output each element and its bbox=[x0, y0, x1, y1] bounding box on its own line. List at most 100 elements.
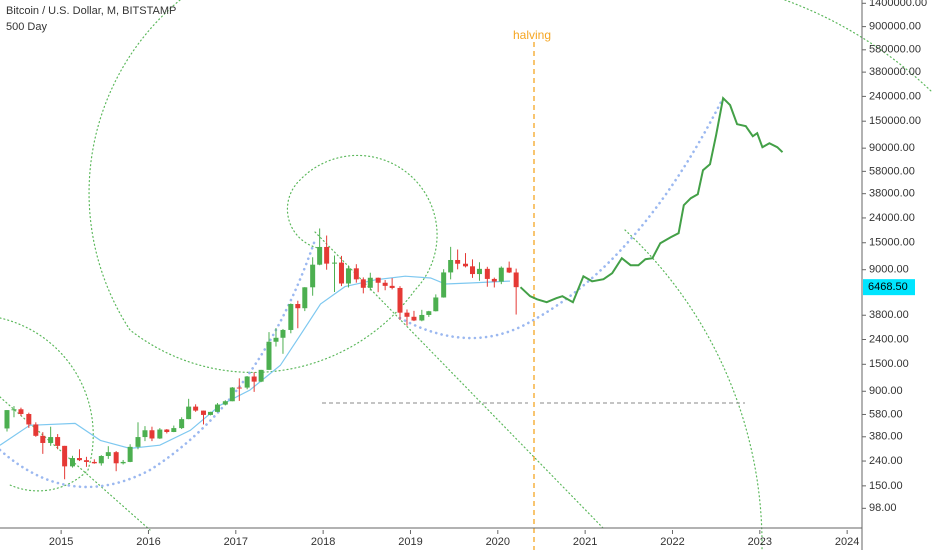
chart-title: Bitcoin / U.S. Dollar, M, BITSTAMP bbox=[6, 5, 176, 17]
candle-body bbox=[448, 259, 454, 273]
candle-body bbox=[266, 341, 272, 370]
candle-body bbox=[127, 446, 133, 462]
y-tick-label: 1400000.00 bbox=[869, 0, 927, 9]
x-tick-label: 2018 bbox=[311, 536, 335, 548]
x-tick-label: 2017 bbox=[224, 536, 248, 548]
candle-body bbox=[317, 246, 323, 265]
candle-body bbox=[244, 376, 250, 388]
indicator-label: 500 Day bbox=[6, 21, 47, 33]
candle-body bbox=[11, 409, 17, 411]
candle-body bbox=[229, 387, 235, 402]
candle-body bbox=[441, 272, 447, 298]
candle-body bbox=[338, 262, 344, 284]
candle-body bbox=[367, 277, 373, 288]
candle-body bbox=[389, 285, 395, 288]
fib-spiral bbox=[88, 0, 438, 373]
y-tick-label: 24000.00 bbox=[869, 212, 915, 224]
candle-body bbox=[513, 272, 519, 288]
x-tick-label: 2015 bbox=[49, 536, 73, 548]
x-tick-label: 2024 bbox=[835, 536, 859, 548]
y-tick-label: 98.00 bbox=[869, 502, 897, 514]
candle-body bbox=[193, 406, 199, 411]
y-tick-label: 150.00 bbox=[869, 480, 903, 492]
candle-body bbox=[179, 419, 185, 429]
x-tick-label: 2020 bbox=[486, 536, 510, 548]
candle-body bbox=[484, 268, 490, 279]
y-tick-label: 240.00 bbox=[869, 455, 903, 467]
candle-body bbox=[360, 279, 366, 288]
y-tick-label: 380.00 bbox=[869, 431, 903, 443]
candle-body bbox=[419, 314, 425, 321]
x-tick-label: 2019 bbox=[398, 536, 422, 548]
candle-body bbox=[331, 262, 337, 264]
candle-body bbox=[48, 437, 54, 443]
candle-body bbox=[397, 287, 403, 313]
candle-body bbox=[353, 268, 359, 280]
candle-body bbox=[120, 461, 126, 464]
candle-body bbox=[26, 414, 32, 425]
series-line bbox=[519, 96, 784, 304]
candle-body bbox=[55, 437, 61, 446]
candle-body bbox=[83, 460, 89, 462]
candle-body bbox=[135, 437, 141, 447]
candle-body bbox=[476, 268, 482, 275]
candle-body bbox=[33, 424, 39, 436]
candle-body bbox=[506, 267, 512, 273]
candle-body bbox=[222, 401, 228, 405]
candle-body bbox=[455, 259, 461, 264]
y-tick-label: 380000.00 bbox=[869, 66, 921, 78]
candle-body bbox=[4, 410, 10, 429]
y-tick-label: 9000.00 bbox=[869, 264, 909, 276]
y-tick-label: 900.00 bbox=[869, 385, 903, 397]
candle-body bbox=[469, 266, 475, 275]
y-tick-label: 2400.00 bbox=[869, 333, 909, 345]
y-tick-label: 38000.00 bbox=[869, 188, 915, 200]
x-tick-label: 2021 bbox=[573, 536, 597, 548]
x-tick-label: 2016 bbox=[136, 536, 160, 548]
y-tick-label: 900000.00 bbox=[869, 21, 921, 33]
x-tick-label: 2023 bbox=[748, 536, 772, 548]
y-tick-label: 15000.00 bbox=[869, 237, 915, 249]
candle-body bbox=[200, 410, 206, 415]
candle-body bbox=[18, 409, 24, 415]
candle-body bbox=[207, 411, 213, 415]
y-tick-label: 150000.00 bbox=[869, 115, 921, 127]
fib-spiral-right bbox=[624, 229, 763, 550]
candle-body bbox=[105, 452, 111, 457]
price-label: 6468.50 bbox=[868, 281, 908, 293]
y-tick-label: 580.00 bbox=[869, 408, 903, 420]
candle-body bbox=[411, 316, 417, 321]
y-tick-label: 90000.00 bbox=[869, 142, 915, 154]
candle-body bbox=[186, 406, 192, 420]
candle-body bbox=[236, 387, 242, 389]
x-tick-label: 2022 bbox=[660, 536, 684, 548]
candle-body bbox=[149, 430, 155, 439]
y-tick-label: 1500.00 bbox=[869, 358, 909, 370]
candle-body bbox=[462, 263, 468, 267]
y-tick-label: 58000.00 bbox=[869, 165, 915, 177]
candle-body bbox=[157, 429, 163, 439]
candle-body bbox=[280, 329, 286, 338]
candle-body bbox=[310, 264, 316, 288]
candle-body bbox=[491, 278, 497, 282]
candle-body bbox=[40, 435, 46, 443]
y-tick-label: 580000.00 bbox=[869, 44, 921, 56]
candle-body bbox=[404, 312, 410, 317]
candle-body bbox=[164, 429, 170, 433]
candle-body bbox=[295, 304, 301, 309]
candle-body bbox=[345, 268, 351, 284]
price-label-box bbox=[863, 279, 915, 296]
candle-body bbox=[258, 369, 264, 382]
fib-spiral-left bbox=[0, 317, 94, 492]
candle-body bbox=[375, 277, 381, 283]
power-curve bbox=[398, 98, 724, 340]
candle-body bbox=[91, 461, 97, 464]
fib-spiral-outer bbox=[784, 0, 932, 93]
candle-body bbox=[273, 337, 279, 342]
candle-body bbox=[76, 458, 82, 461]
candle-body bbox=[62, 445, 68, 467]
candle-body bbox=[324, 246, 330, 264]
candle-body bbox=[113, 452, 119, 464]
